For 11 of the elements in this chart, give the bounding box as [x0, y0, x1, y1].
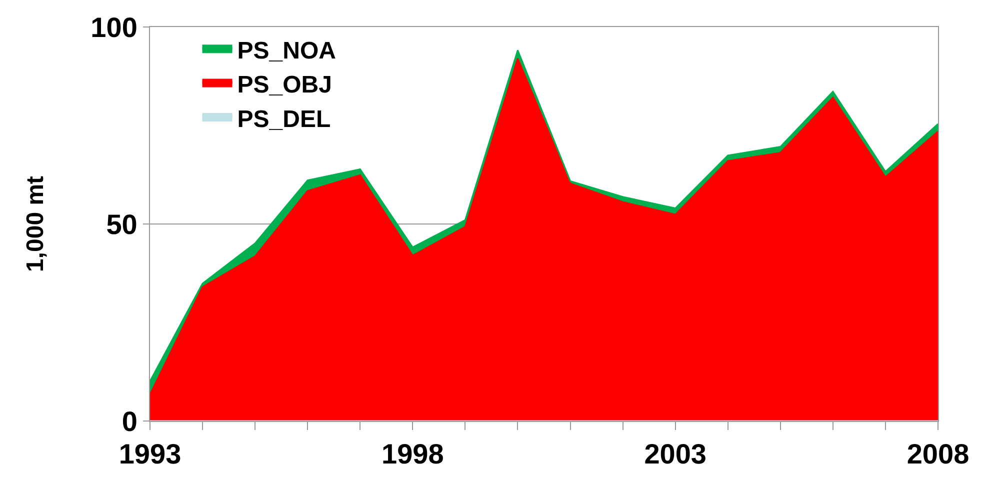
y-tick-label: 0 — [122, 406, 138, 437]
legend-label: PS_DEL — [237, 106, 331, 133]
y-tick-label: 50 — [106, 208, 138, 240]
x-tick-label: 2003 — [644, 438, 706, 470]
x-tick-label: 1993 — [118, 438, 182, 470]
y-tick-label: 100 — [90, 12, 138, 43]
x-tick-label: 1998 — [382, 438, 444, 470]
legend-label: PS_OBJ — [237, 72, 332, 99]
legend-label: PS_NOA — [237, 37, 336, 64]
y-axis-title: 1,000 mt — [22, 176, 49, 272]
x-tick-label: 2008 — [906, 438, 970, 470]
